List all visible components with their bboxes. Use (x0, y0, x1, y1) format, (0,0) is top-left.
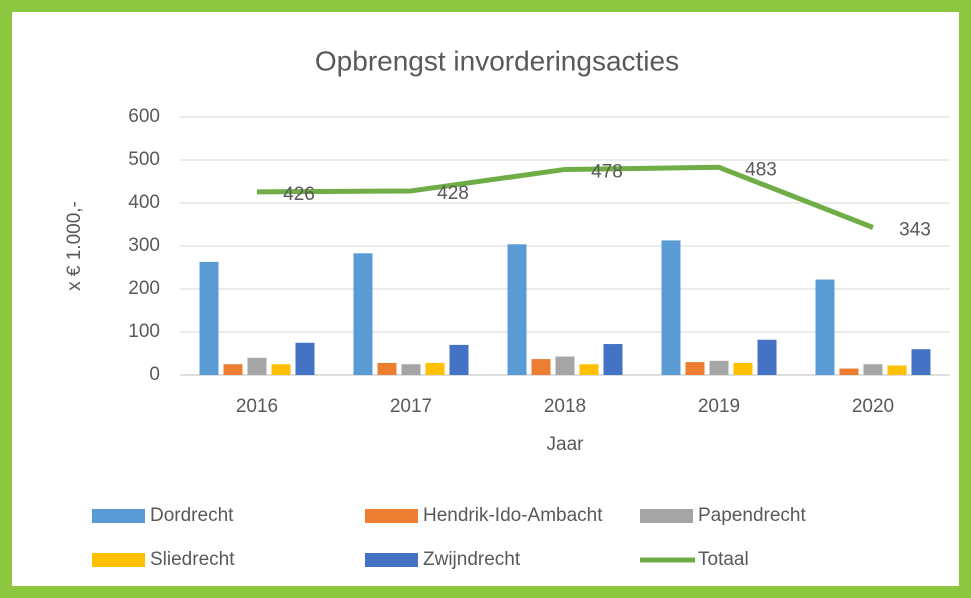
bar (271, 364, 291, 375)
bar (709, 360, 729, 375)
bar (579, 364, 599, 375)
bar (425, 362, 445, 375)
y-tick-label: 500 (128, 149, 160, 170)
bar (887, 365, 907, 375)
bar (911, 349, 931, 375)
legend-swatch (365, 509, 418, 523)
bar (815, 279, 835, 375)
x-axis-title: Jaar (547, 434, 585, 455)
y-tick-label: 400 (128, 192, 160, 213)
data-label: 428 (437, 183, 469, 204)
bar (223, 364, 243, 375)
bar (449, 344, 469, 375)
chart-title: Opbrengst invorderingsacties (315, 45, 679, 76)
data-label: 478 (591, 161, 623, 182)
x-tick-label: 2016 (236, 396, 278, 417)
bar (757, 339, 777, 375)
x-tick-label: 2019 (698, 396, 740, 417)
legend-swatch (365, 553, 418, 567)
bar (603, 344, 623, 375)
bar (377, 362, 397, 375)
bar (353, 253, 373, 375)
legend-label: Sliedrecht (150, 549, 235, 570)
x-tick-label: 2017 (390, 396, 432, 417)
y-tick-label: 200 (128, 278, 160, 299)
y-tick-label: 100 (128, 321, 160, 342)
y-tick-label: 300 (128, 235, 160, 256)
legend-label: Dordrecht (150, 505, 234, 526)
bar (685, 362, 705, 375)
x-tick-label: 2018 (544, 396, 586, 417)
y-tick-label: 0 (149, 364, 160, 385)
legend-label: Hendrik-Ido-Ambacht (423, 505, 603, 526)
legend-swatch (92, 509, 145, 523)
bar (401, 364, 421, 375)
legend-label: Zwijndrecht (423, 549, 521, 570)
legend-label: Papendrecht (698, 505, 806, 526)
bar (555, 356, 575, 375)
x-tick-label: 2020 (852, 396, 894, 417)
bar (839, 368, 859, 375)
bar (661, 240, 681, 375)
legend-label: Totaal (698, 549, 749, 570)
bar (295, 342, 315, 375)
data-label: 483 (745, 159, 777, 180)
legend-swatch (640, 509, 693, 523)
bar (863, 364, 883, 375)
data-label: 343 (899, 220, 931, 241)
bar (199, 261, 219, 375)
bar (507, 244, 527, 375)
bar (531, 359, 551, 375)
y-tick-label: 600 (128, 106, 160, 127)
legend-swatch (92, 553, 145, 567)
bar (733, 362, 753, 375)
data-label: 426 (283, 184, 315, 205)
y-axis-title: x € 1.000,- (64, 201, 85, 291)
bar (247, 357, 267, 375)
line (256, 164, 874, 230)
